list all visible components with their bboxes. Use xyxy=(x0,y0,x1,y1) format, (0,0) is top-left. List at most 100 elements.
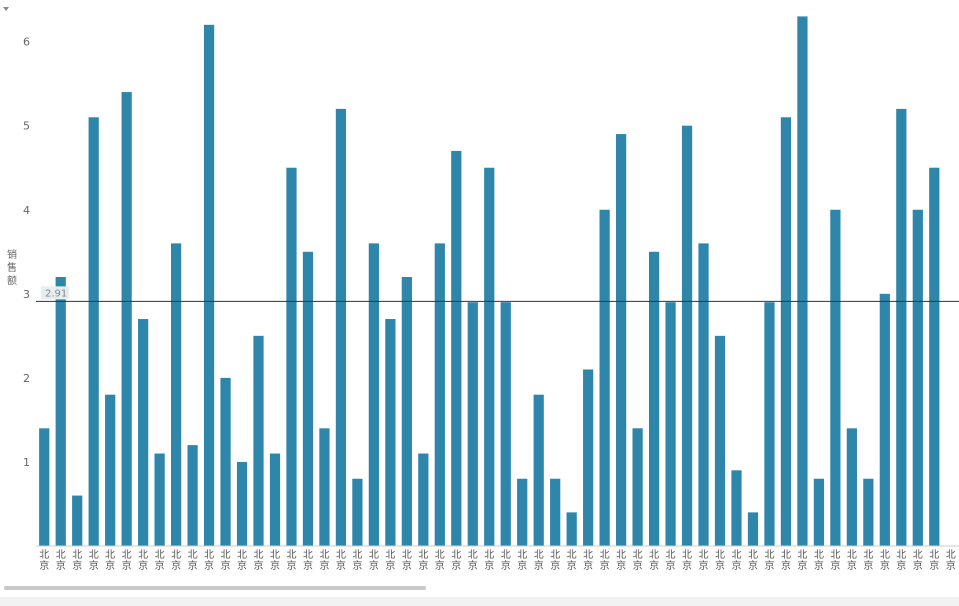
y-tick-label-2: 3 xyxy=(23,288,30,301)
x-tick-label-41: 北京 xyxy=(715,549,725,572)
y-tick-label-5: 6 xyxy=(23,36,30,49)
bar-9[interactable] xyxy=(187,445,198,547)
bar-34[interactable] xyxy=(599,209,610,546)
bar-40[interactable] xyxy=(698,243,709,547)
x-tick-label-14: 北京 xyxy=(270,549,280,572)
bar-54[interactable] xyxy=(929,167,940,546)
bar-7[interactable] xyxy=(154,453,165,546)
bar-36[interactable] xyxy=(632,428,643,546)
x-tick-label-21: 北京 xyxy=(385,549,395,572)
bar-17[interactable] xyxy=(319,428,330,546)
bar-1[interactable] xyxy=(55,277,66,546)
reference-line: 2.91 xyxy=(36,286,959,302)
bar-38[interactable] xyxy=(665,302,676,546)
y-axis-label: 销售额 xyxy=(7,248,17,287)
bar-37[interactable] xyxy=(648,251,660,546)
x-tick-label-55: 北京 xyxy=(946,549,956,572)
x-tick-label-31: 北京 xyxy=(550,549,560,572)
x-tick-label-3: 北京 xyxy=(89,549,99,572)
bar-10[interactable] xyxy=(203,24,215,547)
bar-24[interactable] xyxy=(434,243,445,547)
bar-35[interactable] xyxy=(616,134,627,546)
bar-28[interactable] xyxy=(500,302,511,546)
bar-32[interactable] xyxy=(566,512,577,547)
bar-0[interactable] xyxy=(39,428,50,546)
x-tick-label-48: 北京 xyxy=(830,549,840,572)
bar-18[interactable] xyxy=(335,108,347,547)
bar-12[interactable] xyxy=(236,461,248,546)
bar-47[interactable] xyxy=(813,478,825,546)
x-tick-label-29: 北京 xyxy=(517,549,527,572)
x-tick-label-10: 北京 xyxy=(204,549,214,572)
bar-39[interactable] xyxy=(681,125,693,546)
bar-46[interactable] xyxy=(797,16,808,547)
x-tick-label-8: 北京 xyxy=(171,549,181,572)
x-tick-label-2: 北京 xyxy=(72,549,82,572)
bar-11[interactable] xyxy=(220,377,231,547)
bar-50[interactable] xyxy=(863,478,874,546)
x-tick-label-25: 北京 xyxy=(451,549,461,572)
x-tick-label-43: 北京 xyxy=(748,549,758,572)
bar-3[interactable] xyxy=(88,117,99,546)
bar-22[interactable] xyxy=(401,277,412,546)
x-tick-label-7: 北京 xyxy=(155,549,165,572)
horizontal-scrollbar[interactable] xyxy=(0,585,959,593)
bar-2[interactable] xyxy=(72,495,83,546)
bar-21[interactable] xyxy=(385,319,396,546)
bar-8[interactable] xyxy=(170,243,182,547)
x-tick-label-22: 北京 xyxy=(402,549,412,572)
x-tick-label-4: 北京 xyxy=(105,549,115,572)
bar-27[interactable] xyxy=(484,167,495,546)
bar-6[interactable] xyxy=(138,319,149,546)
x-tick-label-28: 北京 xyxy=(501,549,511,572)
x-tick-label-46: 北京 xyxy=(797,549,807,572)
bar-5[interactable] xyxy=(121,92,132,546)
bar-14[interactable] xyxy=(269,453,281,546)
bar-33[interactable] xyxy=(583,369,594,546)
bar-49[interactable] xyxy=(846,428,857,546)
bar-13[interactable] xyxy=(253,335,264,546)
x-tick-label-27: 北京 xyxy=(484,549,494,572)
bar-41[interactable] xyxy=(714,335,726,546)
scrollbar-thumb[interactable] xyxy=(4,586,426,590)
bar-31[interactable] xyxy=(550,478,561,546)
y-axis: 1 2 3 4 5 6 xyxy=(23,36,30,469)
x-tick-label-17: 北京 xyxy=(319,549,329,572)
x-tick-label-40: 北京 xyxy=(699,549,709,572)
bar-19[interactable] xyxy=(352,478,363,546)
bar-23[interactable] xyxy=(418,453,429,546)
y-tick-label-0: 1 xyxy=(23,456,30,469)
bar-45[interactable] xyxy=(780,117,792,546)
bar-25[interactable] xyxy=(451,150,462,546)
collapse-arrow-icon[interactable] xyxy=(3,7,9,11)
x-axis: 北京北京北京北京北京北京北京北京北京北京北京北京北京北京北京北京北京北京北京北京… xyxy=(39,549,956,572)
x-tick-label-24: 北京 xyxy=(435,549,445,572)
x-tick-label-53: 北京 xyxy=(913,549,923,572)
x-tick-label-42: 北京 xyxy=(731,549,741,572)
bar-15[interactable] xyxy=(286,167,297,546)
x-tick-label-30: 北京 xyxy=(534,549,544,572)
reference-label-box xyxy=(41,286,69,300)
bar-16[interactable] xyxy=(302,251,314,546)
bar-20[interactable] xyxy=(368,243,379,547)
x-tick-label-50: 北京 xyxy=(863,549,873,572)
bar-26[interactable] xyxy=(467,302,478,546)
footer-band xyxy=(0,597,959,606)
x-tick-label-37: 北京 xyxy=(649,549,659,572)
bar-52[interactable] xyxy=(896,108,907,547)
bar-48[interactable] xyxy=(830,209,841,546)
bar-42[interactable] xyxy=(731,470,742,546)
bar-51[interactable] xyxy=(879,293,890,546)
x-tick-label-0: 北京 xyxy=(39,549,49,572)
bar-44[interactable] xyxy=(764,302,775,546)
bar-29[interactable] xyxy=(517,478,528,546)
x-tick-label-13: 北京 xyxy=(254,549,264,572)
x-tick-label-11: 北京 xyxy=(221,549,231,572)
bar-43[interactable] xyxy=(747,512,759,547)
bar-30[interactable] xyxy=(533,394,544,546)
bar-53[interactable] xyxy=(912,209,923,546)
reference-line-label: 2.91 xyxy=(45,288,67,299)
bar-series xyxy=(39,16,940,547)
bar-4[interactable] xyxy=(105,394,116,546)
x-tick-label-52: 北京 xyxy=(896,549,906,572)
